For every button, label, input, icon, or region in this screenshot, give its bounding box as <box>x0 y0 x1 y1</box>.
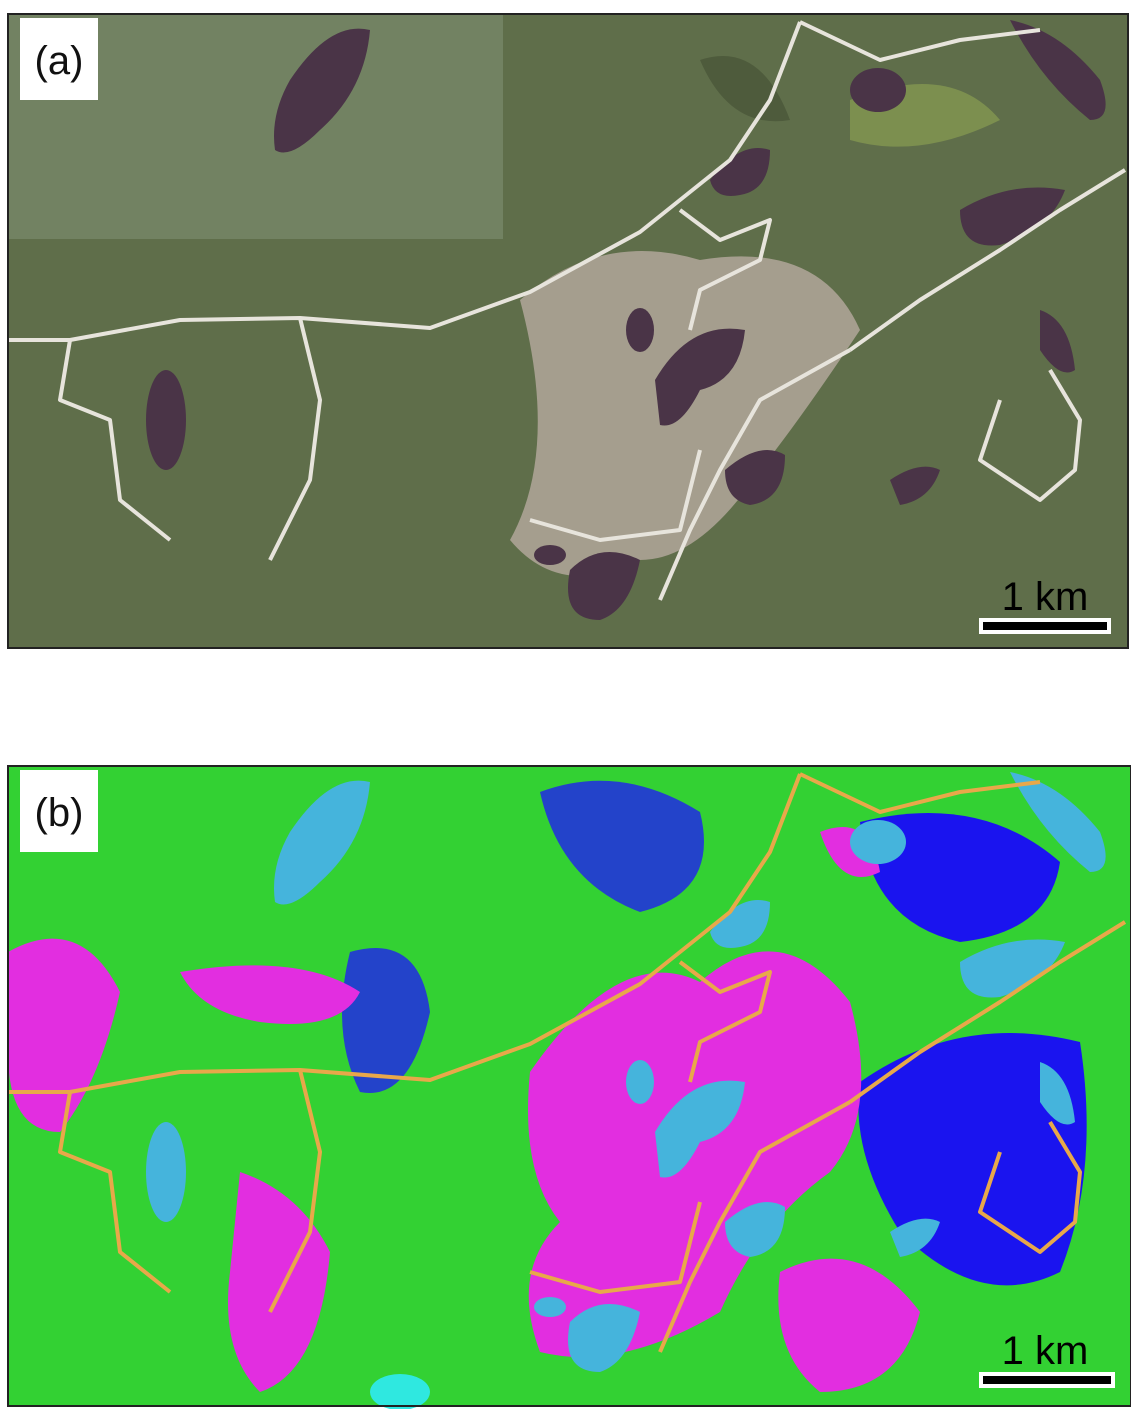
panel-b: (b) 1 km <box>8 766 1131 1409</box>
panel-label: (b) <box>35 791 84 835</box>
class-cyan <box>370 1374 430 1409</box>
scale-bar <box>983 1376 1111 1384</box>
panel-label: (a) <box>35 39 84 83</box>
page: (a) 1 km (b) 1 km (() => { cons <box>0 0 1131 1409</box>
figure: (a) 1 km (b) 1 km <box>0 0 1131 1409</box>
scale-bar <box>983 622 1107 630</box>
panel-a: (a) 1 km <box>8 14 1128 648</box>
scale-label: 1 km <box>1002 575 1089 619</box>
scale-label: 1 km <box>1002 1329 1089 1373</box>
